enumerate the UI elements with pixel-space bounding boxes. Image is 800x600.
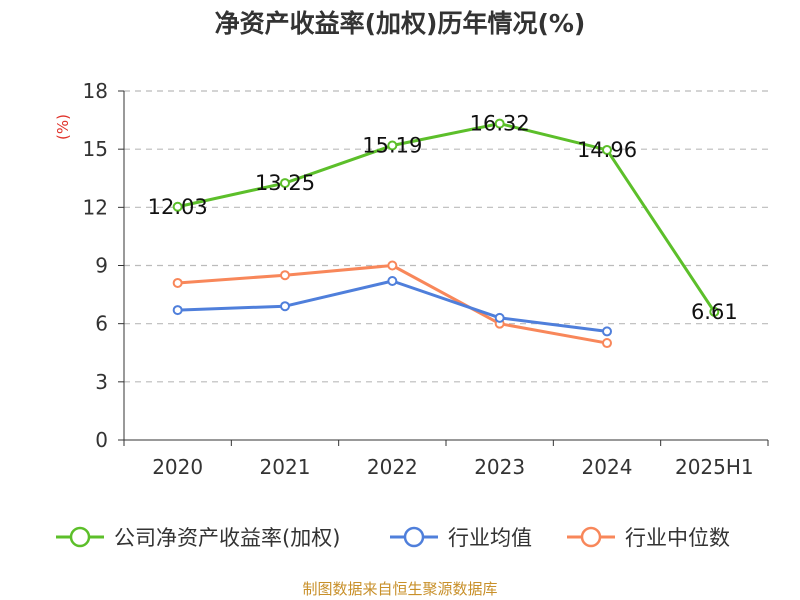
data-point <box>602 326 612 337</box>
y-axis-label: (%) <box>54 114 72 140</box>
data-label: 6.61 <box>691 300 738 324</box>
legend-item: 行业均值 <box>390 526 532 550</box>
x-tick-label: 2021 <box>260 455 311 479</box>
data-point <box>709 306 720 317</box>
y-tick-label: 0 <box>95 428 108 452</box>
series-line <box>177 122 716 313</box>
data-label: 15.19 <box>362 133 422 157</box>
data-label: 12.03 <box>148 195 208 219</box>
data-point <box>172 305 183 316</box>
y-tick-label: 18 <box>83 79 108 103</box>
data-point <box>602 338 612 349</box>
y-tick-label: 6 <box>95 312 108 336</box>
legend-label: 行业中位数 <box>625 526 730 550</box>
legend-marker <box>69 526 91 548</box>
data-point <box>387 140 398 151</box>
y-tick-label: 9 <box>95 254 108 278</box>
y-tick-label: 3 <box>95 370 108 394</box>
legend-marker <box>403 526 425 548</box>
data-point <box>280 301 290 312</box>
data-point <box>387 276 398 287</box>
legend-item: 公司净资产收益率(加权) <box>56 526 340 550</box>
legend-label: 公司净资产收益率(加权) <box>114 526 340 550</box>
legend-item: 行业中位数 <box>567 526 730 550</box>
x-tick-label: 2022 <box>367 455 418 479</box>
data-point <box>602 144 612 155</box>
x-tick-label: 2020 <box>152 455 203 479</box>
y-tick-label: 15 <box>83 137 108 161</box>
data-label: 14.96 <box>577 138 637 162</box>
source-note: 制图数据来自恒生聚源数据库 <box>302 580 498 598</box>
data-point <box>387 260 398 271</box>
data-label: 13.25 <box>255 171 315 195</box>
data-point <box>494 118 505 129</box>
legend-label: 行业均值 <box>448 526 532 550</box>
x-tick-label: 2025H1 <box>675 455 754 479</box>
data-point <box>494 312 505 323</box>
y-tick-label: 12 <box>83 195 108 219</box>
data-point <box>280 178 290 189</box>
data-point <box>172 201 183 212</box>
chart-title: 净资产收益率(加权)历年情况(%) <box>214 9 586 38</box>
x-tick-label: 2024 <box>582 455 633 479</box>
data-point <box>280 270 290 281</box>
x-tick-label: 2023 <box>474 455 525 479</box>
data-label: 16.32 <box>470 112 530 136</box>
legend-marker <box>580 526 602 548</box>
data-point <box>172 277 183 288</box>
